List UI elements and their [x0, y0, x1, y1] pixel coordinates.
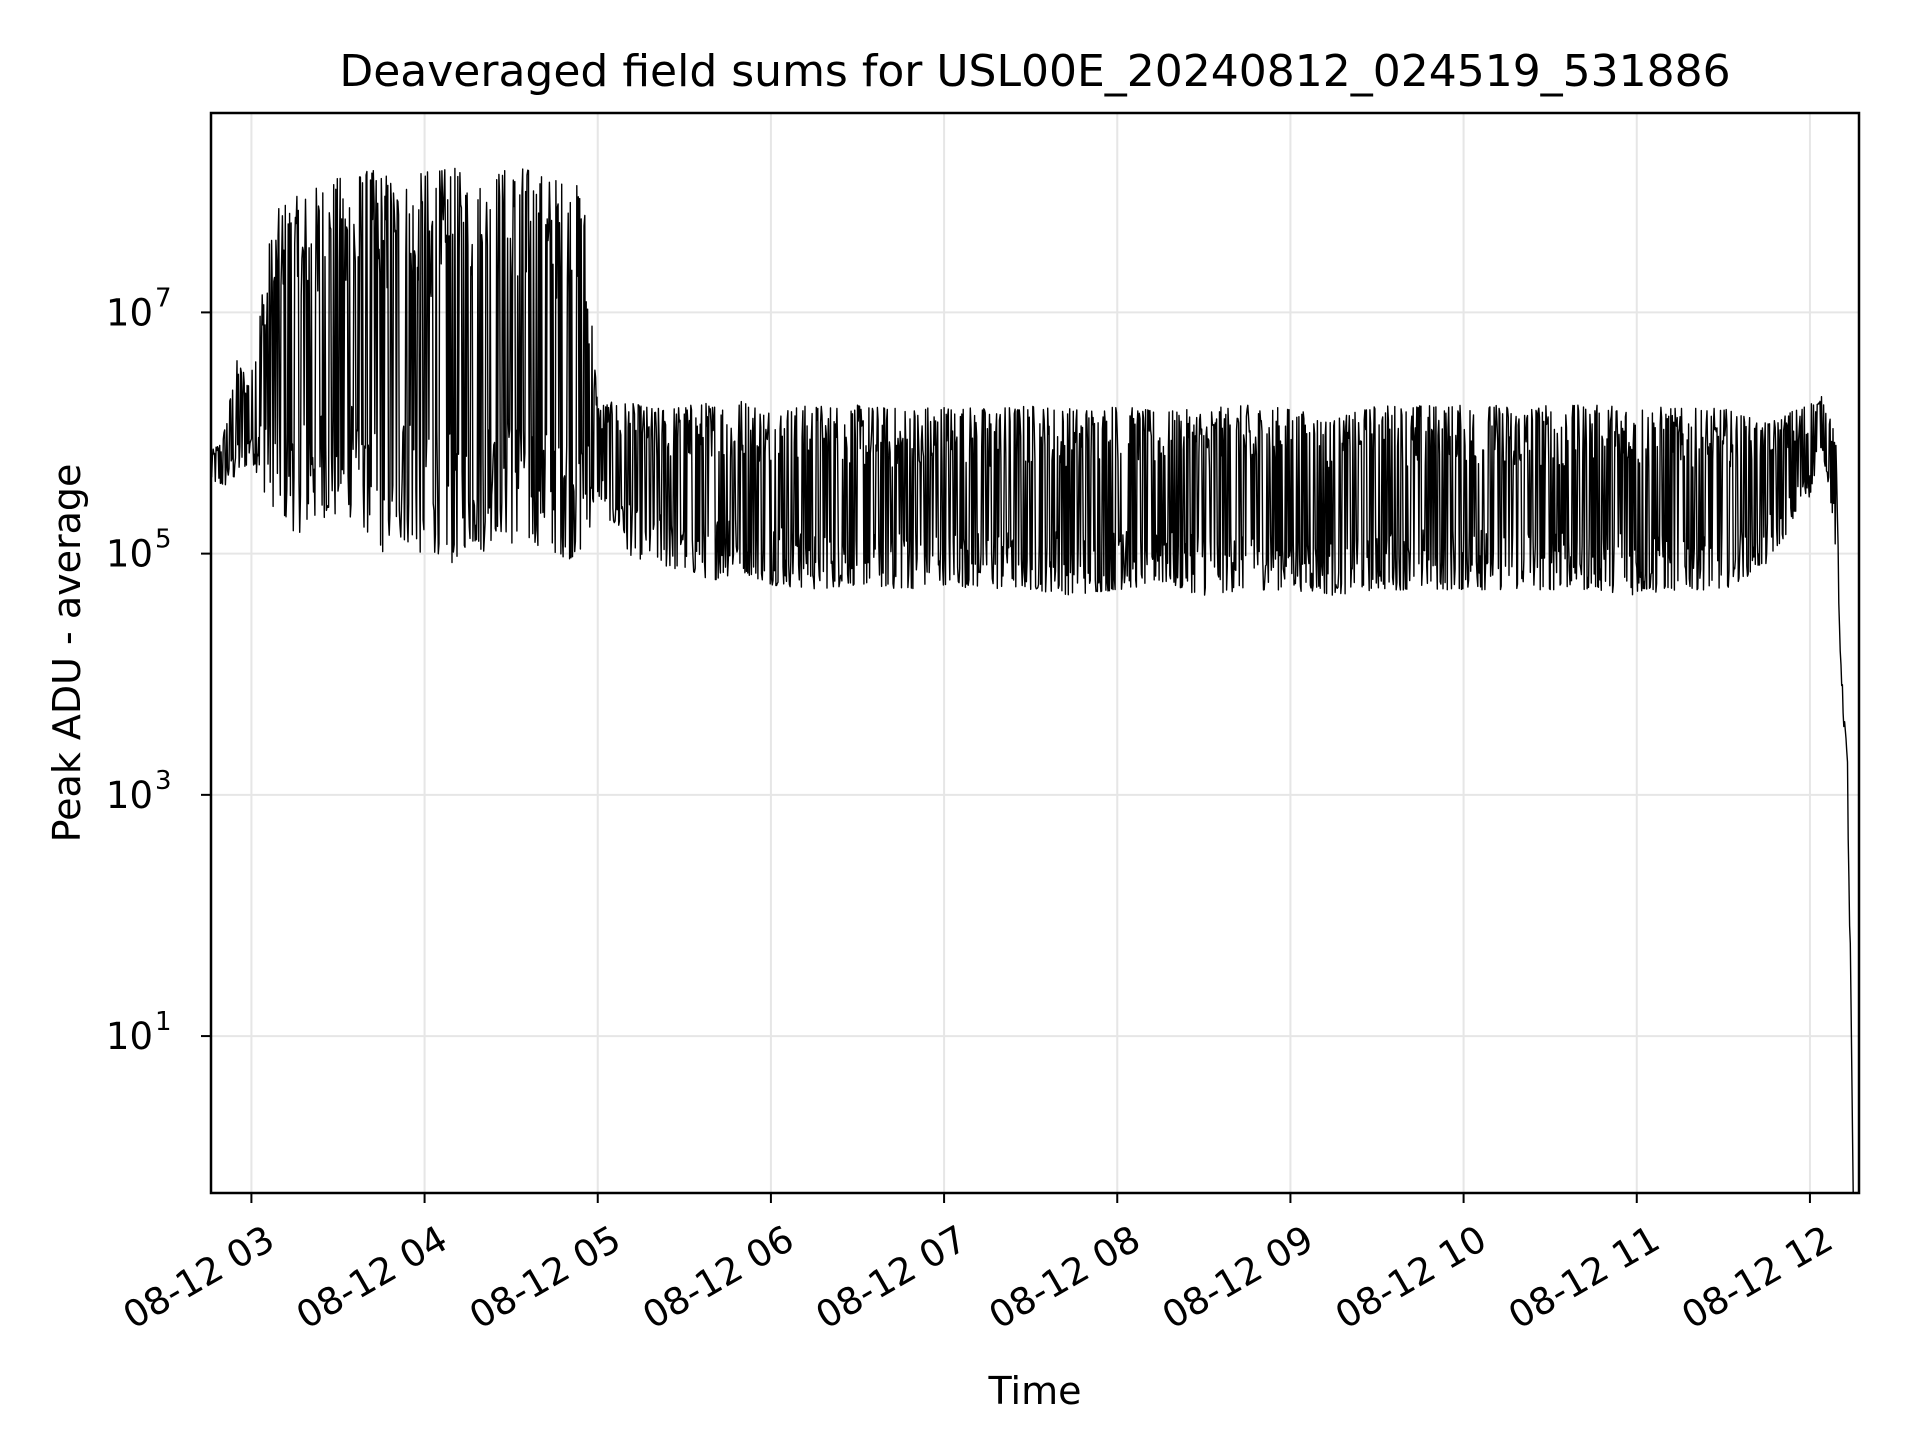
series-line — [211, 167, 1854, 1193]
series-layer — [211, 167, 1854, 1193]
y-tick-label-base: 10 — [106, 291, 153, 334]
y-tick-label-base: 10 — [106, 533, 153, 576]
y-tick-label: 10 — [106, 774, 153, 817]
x-axis-label: Time — [988, 1369, 1082, 1413]
plot-frame — [209, 111, 1861, 1195]
y-tick-label-base: 10 — [106, 774, 153, 817]
y-tick-label-base: 10 — [106, 1015, 153, 1058]
y-tick-label-exponent: 5 — [155, 525, 172, 555]
y-tick-label: 10 — [106, 291, 153, 334]
y-tick-label: 10 — [106, 533, 153, 576]
grid — [211, 113, 1859, 1193]
y-tick-label-exponent: 1 — [155, 1007, 172, 1037]
chart-title: Deaveraged field sums for USL00E_2024081… — [339, 46, 1730, 97]
y-axis-label: Peak ADU - average — [45, 464, 89, 843]
y-tick-label-exponent: 7 — [155, 283, 172, 313]
y-tick-label: 10 — [106, 1015, 153, 1058]
y-tick-label-exponent: 3 — [155, 766, 172, 796]
